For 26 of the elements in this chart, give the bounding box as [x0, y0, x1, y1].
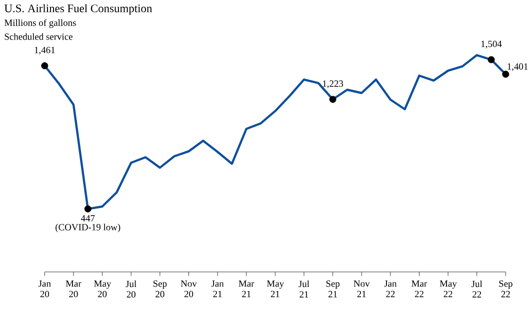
- chart-subtitle: Millions of gallons: [4, 19, 76, 28]
- data-label: 1,461: [34, 46, 55, 55]
- chart-title: U.S. Airlines Fuel Consumption: [4, 4, 152, 15]
- x-tick-label: Nov 21: [354, 280, 370, 298]
- x-tick-label: Jul 22: [472, 280, 482, 298]
- x-tick-label: Nov 20: [180, 280, 197, 298]
- x-tick-label: Mar 21: [238, 280, 254, 298]
- annotation: (COVID-19 low): [56, 224, 120, 232]
- x-tick-label: May 22: [440, 280, 457, 298]
- data-label: 1,401: [508, 63, 528, 72]
- x-tick-label: Jan 22: [384, 280, 397, 298]
- x-tick-label: Sep 22: [499, 280, 512, 298]
- data-label: 1,223: [322, 80, 344, 88]
- x-tick-label: May 20: [94, 280, 112, 298]
- x-tick-label: Sep 21: [326, 280, 340, 298]
- x-tick-label: Jul 20: [126, 280, 136, 298]
- data-label: 447: [80, 215, 95, 222]
- x-tick-label: Jul 21: [298, 280, 310, 298]
- x-tick-label: Mar 22: [412, 280, 428, 298]
- x-tick-label: Mar 20: [66, 280, 82, 298]
- data-label: 1,504: [481, 40, 502, 48]
- text: Scheduled service: [4, 33, 72, 40]
- x-tick-label: May 21: [266, 280, 284, 298]
- x-tick-label: Jan 20: [38, 280, 51, 298]
- x-tick-label: Sep 20: [153, 280, 167, 298]
- x-tick-label: Jan 21: [211, 280, 224, 298]
